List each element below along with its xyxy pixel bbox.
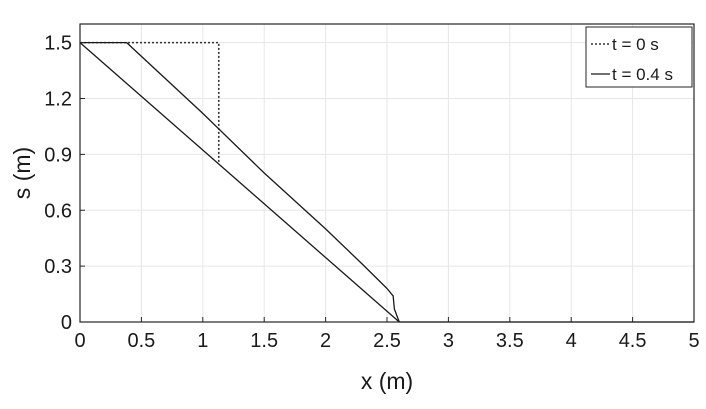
y-axis-label: s (m): [9, 147, 35, 199]
legend-label-t04: t = 0.4 s: [612, 65, 673, 84]
x-tick-label: 1: [197, 330, 208, 352]
series-line-reference: [79, 42, 400, 323]
legend-box: [585, 26, 693, 88]
x-tick-label: 5: [688, 330, 699, 352]
y-ticks: 0 0.3 0.6 0.9 1.2 1.5: [44, 33, 85, 334]
series-line-t04: [80, 41, 694, 323]
y-tick-label: 0: [61, 312, 72, 334]
x-tick-label: 0: [74, 330, 85, 352]
x-tick-label: 3: [443, 330, 454, 352]
x-ticks: 0 0.5 1 1.5 2 2.5 3 3.5 4 4.5 5: [74, 317, 700, 352]
y-tick-label: 0.6: [44, 200, 72, 222]
x-tick-label: 4: [566, 330, 577, 352]
x-tick-label: 2.5: [373, 330, 401, 352]
legend: t = 0 s t = 0.4 s: [585, 26, 693, 88]
x-tick-label: 2: [320, 330, 331, 352]
series-layer: [79, 41, 694, 323]
legend-label-t0: t = 0 s: [612, 35, 659, 54]
y-tick-label: 1.5: [44, 33, 72, 55]
x-tick-label: 4.5: [619, 330, 647, 352]
x-tick-label: 3.5: [496, 330, 524, 352]
y-tick-label: 0.9: [44, 144, 72, 166]
x-tick-label: 0.5: [127, 330, 155, 352]
x-tick-label: 1.5: [250, 330, 278, 352]
x-axis-label: x (m): [361, 368, 413, 394]
y-tick-label: 1.2: [44, 89, 72, 111]
y-tick-label: 0.3: [44, 256, 72, 278]
